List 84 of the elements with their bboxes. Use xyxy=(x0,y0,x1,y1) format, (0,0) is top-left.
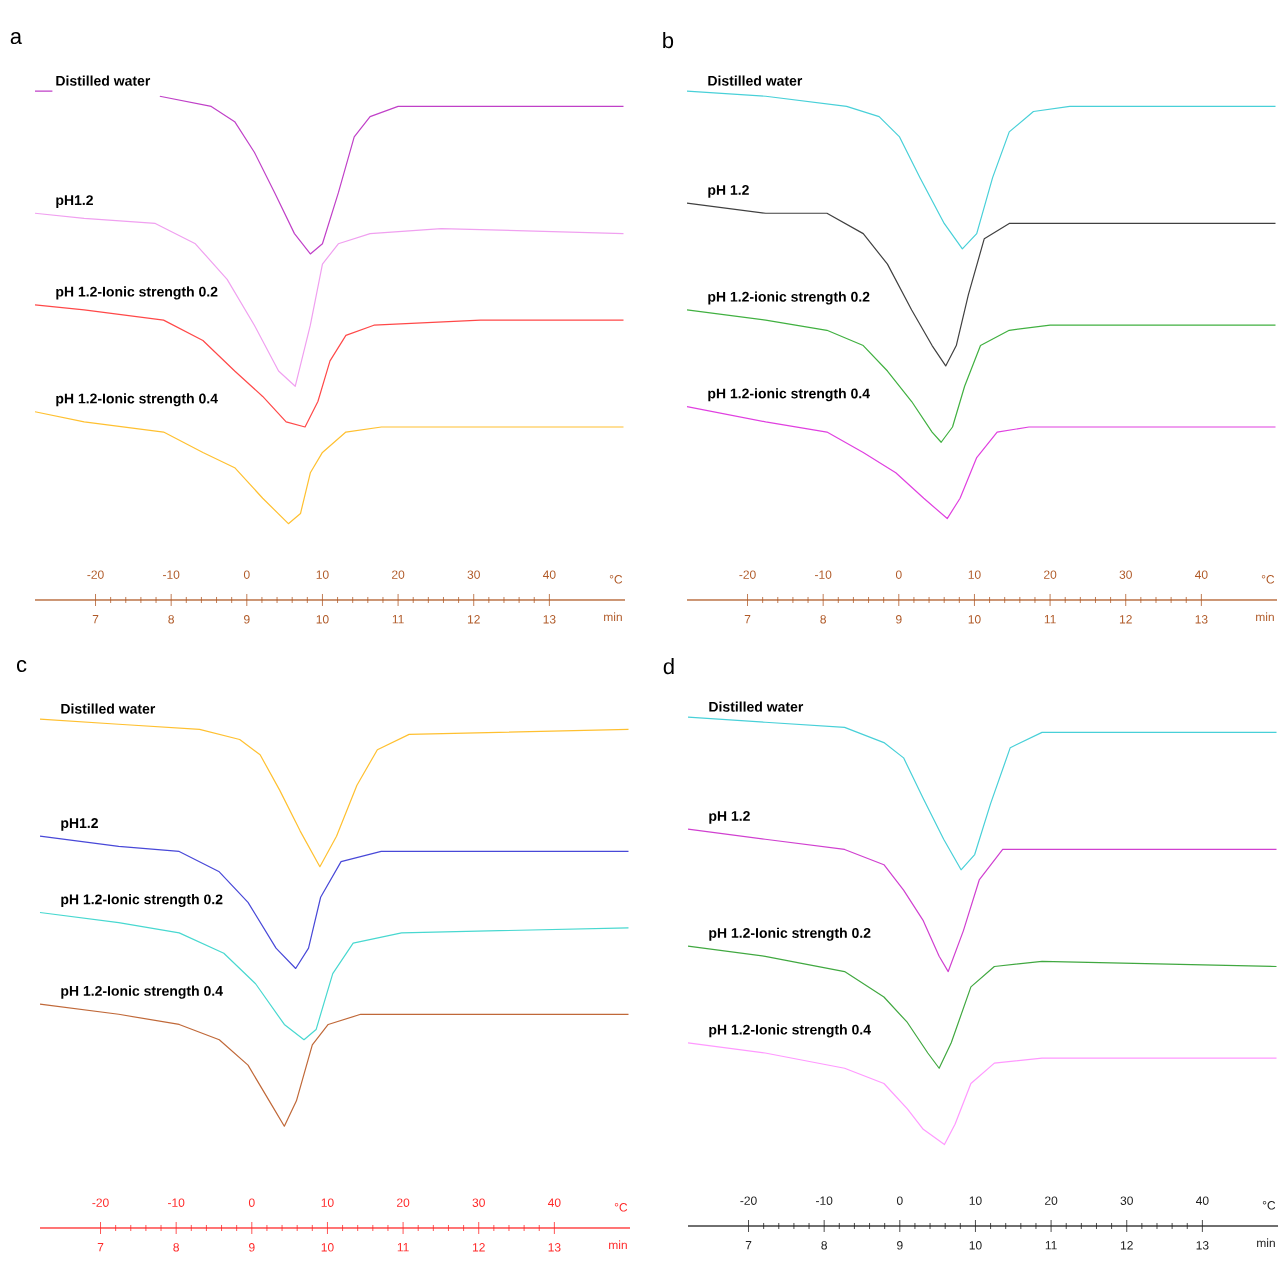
x-tick-label: 7 xyxy=(745,1241,752,1250)
series-label: pH 1.2-Ionic strength 0.4 xyxy=(56,393,218,407)
x-tick-label: 11 xyxy=(397,1243,409,1252)
x2-tick-label: -20 xyxy=(739,570,756,579)
x2-tick-label: 20 xyxy=(1044,570,1057,579)
x2-tick-label: 10 xyxy=(321,1198,334,1207)
x-tick-label: 11 xyxy=(1044,615,1056,624)
x2-tick-label: 30 xyxy=(1119,570,1132,579)
x2-tick-label: 40 xyxy=(542,570,556,579)
x-axis-title: min xyxy=(609,1240,627,1250)
chart-title: b xyxy=(663,32,674,49)
series-label: pH 1.2-Ionic strength 0.2 xyxy=(56,286,218,300)
x2-tick-label: 30 xyxy=(467,570,480,579)
series-label: Distilled water xyxy=(56,75,151,86)
x2-tick-label: 40 xyxy=(1195,1196,1209,1205)
x-tick-label: 11 xyxy=(392,615,404,624)
x-tick-label: 13 xyxy=(1196,1241,1209,1250)
chart-title: d xyxy=(663,658,674,675)
x2-tick-label: -10 xyxy=(816,1196,833,1205)
x2-tick-label: -20 xyxy=(87,570,104,579)
x-tick-label: 9 xyxy=(249,1243,255,1252)
x-tick-label: 8 xyxy=(820,615,826,624)
x2-tick-label: -10 xyxy=(168,1198,185,1207)
x-tick-label: 12 xyxy=(1120,1241,1133,1250)
x2-tick-label: 0 xyxy=(896,1196,903,1205)
x-tick-label: 8 xyxy=(173,1243,179,1252)
x-tick-label: 13 xyxy=(543,615,556,624)
x2-tick-label: 30 xyxy=(472,1198,485,1207)
x-tick-label: 10 xyxy=(321,1243,334,1252)
x2-axis-title: °C xyxy=(609,575,623,584)
x2-tick-label: -10 xyxy=(815,570,832,579)
x2-tick-label: 0 xyxy=(248,1198,255,1207)
series-label: pH 1.2 xyxy=(709,811,750,824)
x-tick-label: 7 xyxy=(92,615,99,624)
x2-tick-label: 20 xyxy=(392,570,405,579)
series-label: pH 1.2-ionic strength 0.4 xyxy=(708,388,870,402)
x-tick-label: 7 xyxy=(744,615,751,624)
series-label: Distilled water xyxy=(708,75,803,86)
x-tick-label: 8 xyxy=(821,1241,827,1250)
series-label: pH1.2 xyxy=(61,818,98,831)
x-axis-title: min xyxy=(604,612,622,622)
x-tick-label: 12 xyxy=(472,1243,485,1252)
series-label: pH 1.2-ionic strength 0.2 xyxy=(708,291,870,305)
x2-tick-label: 10 xyxy=(969,1196,982,1205)
chart-title: a xyxy=(10,32,23,45)
x-tick-label: 10 xyxy=(968,615,981,624)
x-tick-label: 13 xyxy=(548,1243,561,1252)
x2-axis-title: °C xyxy=(1262,1201,1276,1210)
series-label: pH 1.2 xyxy=(708,185,749,198)
x2-axis-title: °C xyxy=(614,1203,628,1212)
x-tick-label: 10 xyxy=(969,1241,982,1250)
x2-tick-label: 20 xyxy=(1045,1196,1058,1205)
x2-tick-label: 0 xyxy=(895,570,902,579)
x2-tick-label: -20 xyxy=(92,1198,109,1207)
x2-tick-label: 40 xyxy=(1194,570,1208,579)
series-label: pH 1.2-Ionic strength 0.4 xyxy=(61,985,223,999)
x2-axis-title: °C xyxy=(1261,575,1275,584)
x2-tick-label: 0 xyxy=(243,570,250,579)
x2-tick-label: 10 xyxy=(316,570,329,579)
x-tick-label: 12 xyxy=(1119,615,1132,624)
x-tick-label: 7 xyxy=(97,1243,104,1252)
x-tick-label: 9 xyxy=(897,1241,903,1250)
x-tick-label: 9 xyxy=(244,615,250,624)
x-tick-label: 11 xyxy=(1045,1241,1057,1250)
x2-tick-label: 20 xyxy=(397,1198,410,1207)
x-tick-label: 8 xyxy=(168,615,174,624)
x-axis-title: min xyxy=(1257,1238,1275,1248)
x-axis-title: min xyxy=(1256,612,1274,622)
x2-tick-label: 40 xyxy=(547,1198,561,1207)
series-label: Distilled water xyxy=(61,703,156,714)
x2-tick-label: -20 xyxy=(740,1196,757,1205)
series-label: pH 1.2-Ionic strength 0.2 xyxy=(709,927,871,941)
x2-tick-label: 10 xyxy=(968,570,981,579)
x2-tick-label: 30 xyxy=(1120,1196,1133,1205)
x-tick-label: 13 xyxy=(1195,615,1208,624)
series-label: pH1.2 xyxy=(56,195,93,208)
x-tick-label: 9 xyxy=(896,615,902,624)
series-label: pH 1.2-Ionic strength 0.2 xyxy=(61,894,223,908)
x-tick-label: 12 xyxy=(467,615,480,624)
chart-title: c xyxy=(16,660,27,673)
series-label: Distilled water xyxy=(709,701,804,712)
x-tick-label: 10 xyxy=(316,615,329,624)
x2-tick-label: -10 xyxy=(163,570,180,579)
series-label: pH 1.2-Ionic strength 0.4 xyxy=(709,1024,871,1038)
